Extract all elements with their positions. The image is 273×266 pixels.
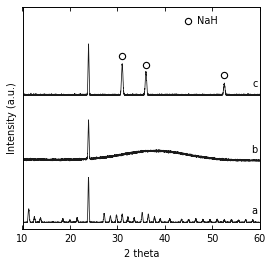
Text: a: a (251, 206, 257, 216)
Y-axis label: Intensity (a.u.): Intensity (a.u.) (7, 82, 17, 154)
X-axis label: 2 theta: 2 theta (123, 249, 159, 259)
Text: c: c (252, 79, 257, 89)
Text: NaH: NaH (197, 16, 218, 26)
Text: b: b (251, 145, 257, 155)
